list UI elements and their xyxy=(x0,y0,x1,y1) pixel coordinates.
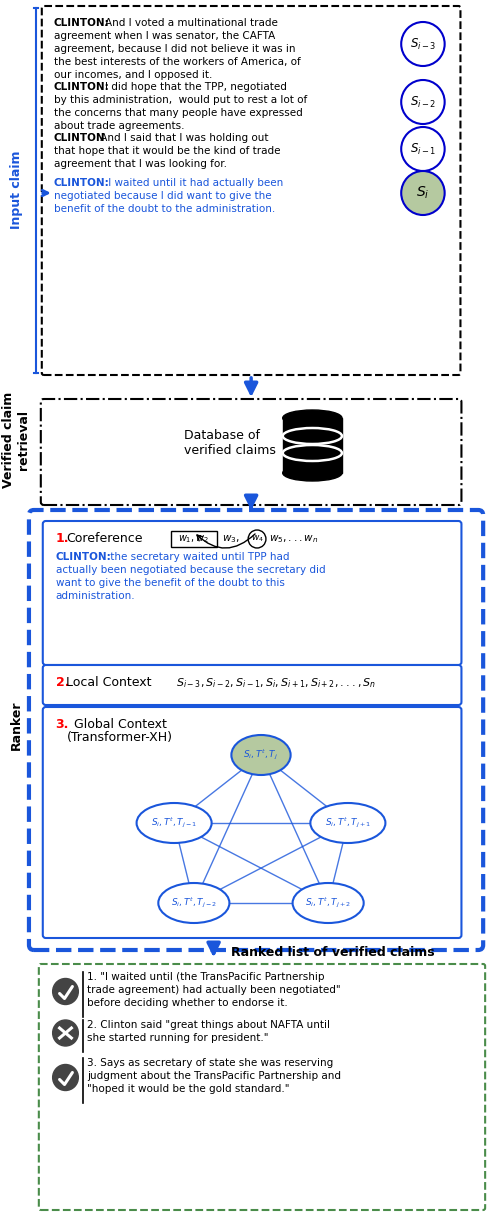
Text: negotiated because I did want to give the: negotiated because I did want to give th… xyxy=(54,192,271,201)
FancyBboxPatch shape xyxy=(41,399,461,505)
Text: before deciding whether to endorse it.: before deciding whether to endorse it. xyxy=(87,998,288,1008)
Text: Coreference: Coreference xyxy=(66,532,143,545)
Ellipse shape xyxy=(136,803,212,843)
FancyBboxPatch shape xyxy=(43,521,461,665)
Text: Input claim: Input claim xyxy=(9,151,23,229)
Circle shape xyxy=(53,1020,78,1046)
Ellipse shape xyxy=(283,465,342,481)
Ellipse shape xyxy=(231,734,291,775)
Text: agreement that I was looking for.: agreement that I was looking for. xyxy=(54,159,227,170)
Text: $S_{i-1}$: $S_{i-1}$ xyxy=(410,142,436,156)
FancyBboxPatch shape xyxy=(39,964,485,1210)
Bar xyxy=(283,418,342,473)
Text: actually been negotiated because the secretary did: actually been negotiated because the sec… xyxy=(56,565,325,575)
Text: the secretary waited until TPP had: the secretary waited until TPP had xyxy=(107,551,290,562)
Text: $w_4$: $w_4$ xyxy=(250,534,263,544)
Circle shape xyxy=(53,978,78,1004)
Text: CLINTON:: CLINTON: xyxy=(54,82,110,92)
Text: CLINTON: CLINTON xyxy=(54,133,105,143)
Ellipse shape xyxy=(310,803,385,843)
Text: agreement, because I did not believe it was in: agreement, because I did not believe it … xyxy=(54,44,295,54)
Text: benefit of the doubt to the administration.: benefit of the doubt to the administrati… xyxy=(54,204,275,213)
Text: she started running for president.": she started running for president." xyxy=(87,1033,269,1043)
Text: our incomes, and I opposed it.: our incomes, and I opposed it. xyxy=(54,70,212,81)
Text: 1.: 1. xyxy=(56,532,69,545)
Text: judgment about the TransPacific Partnership and: judgment about the TransPacific Partners… xyxy=(87,1071,341,1081)
Text: $S_i, T^t, T_{j-1}$: $S_i, T^t, T_{j-1}$ xyxy=(151,816,197,831)
Circle shape xyxy=(401,171,444,215)
Text: trade agreement) had actually been negotiated": trade agreement) had actually been negot… xyxy=(87,985,341,996)
Text: Verified claim
retrieval: Verified claim retrieval xyxy=(2,392,30,488)
Ellipse shape xyxy=(283,410,342,426)
Text: I did hope that the TPP, negotiated: I did hope that the TPP, negotiated xyxy=(105,82,287,92)
Text: "hoped it would be the gold standard.": "hoped it would be the gold standard." xyxy=(87,1085,290,1094)
Text: administration.: administration. xyxy=(56,590,135,601)
Text: 3.: 3. xyxy=(56,719,69,731)
Text: Local Context: Local Context xyxy=(66,676,152,689)
Text: 2. Clinton said "great things about NAFTA until: 2. Clinton said "great things about NAFT… xyxy=(87,1020,330,1030)
Text: the best interests of the workers of America, of: the best interests of the workers of Ame… xyxy=(54,57,301,67)
Text: $w_3,$: $w_3,$ xyxy=(222,533,239,545)
Text: Ranker: Ranker xyxy=(9,700,23,750)
Text: I waited until it had actually been: I waited until it had actually been xyxy=(105,178,283,188)
FancyBboxPatch shape xyxy=(42,6,460,375)
Text: And I voted a multinational trade: And I voted a multinational trade xyxy=(105,18,278,28)
Ellipse shape xyxy=(293,883,364,924)
Text: And I said that I was holding out: And I said that I was holding out xyxy=(97,133,269,143)
Text: (Transformer-XH): (Transformer-XH) xyxy=(66,731,173,744)
Text: $S_i, T^t, T_j$: $S_i, T^t, T_j$ xyxy=(244,748,279,762)
Circle shape xyxy=(53,1065,78,1091)
Text: 1. "I waited until (the TransPacific Partnership: 1. "I waited until (the TransPacific Par… xyxy=(87,972,325,982)
Text: that hope that it would be the kind of trade: that hope that it would be the kind of t… xyxy=(54,146,280,156)
Text: about trade agreements.: about trade agreements. xyxy=(54,121,184,131)
Text: Database of
verified claims: Database of verified claims xyxy=(184,429,276,458)
Text: $S_{i-3}$: $S_{i-3}$ xyxy=(410,37,436,51)
Text: $S_{i-3}, S_{i-2}, S_{i-1}, S_i, S_{i+1}, S_{i+2}, ..., S_n$: $S_{i-3}, S_{i-2}, S_{i-1}, S_i, S_{i+1}… xyxy=(176,676,376,689)
Text: by this administration,  would put to rest a lot of: by this administration, would put to res… xyxy=(54,95,307,105)
Text: Global Context: Global Context xyxy=(66,719,167,731)
Text: $w_5,...w_n$: $w_5,...w_n$ xyxy=(269,533,318,545)
Text: Ranked list of verified claims: Ranked list of verified claims xyxy=(231,947,435,959)
Text: $w_1, w_2$: $w_1, w_2$ xyxy=(178,533,209,545)
Text: $S_i, T^t, T_{j+2}$: $S_i, T^t, T_{j+2}$ xyxy=(305,895,351,910)
Text: $S_i, T^t, T_{j-2}$: $S_i, T^t, T_{j-2}$ xyxy=(171,895,217,910)
Text: $S_{i-2}$: $S_{i-2}$ xyxy=(410,94,436,110)
FancyBboxPatch shape xyxy=(43,665,461,705)
Text: want to give the benefit of the doubt to this: want to give the benefit of the doubt to… xyxy=(56,578,285,588)
Text: CLINTON:: CLINTON: xyxy=(54,178,110,188)
Text: 2.: 2. xyxy=(56,676,69,689)
Text: agreement when I was senator, the CAFTA: agreement when I was senator, the CAFTA xyxy=(54,30,275,41)
Text: the concerns that many people have expressed: the concerns that many people have expre… xyxy=(54,109,303,118)
Text: CLINTON:: CLINTON: xyxy=(56,551,112,562)
FancyBboxPatch shape xyxy=(29,510,483,950)
Text: $S_i, T^t, T_{j+1}$: $S_i, T^t, T_{j+1}$ xyxy=(325,816,371,831)
FancyBboxPatch shape xyxy=(171,531,217,547)
Ellipse shape xyxy=(158,883,230,924)
Text: $S_i$: $S_i$ xyxy=(416,184,430,201)
Text: CLINTON:: CLINTON: xyxy=(54,18,110,28)
Text: 3. Says as secretary of state she was reserving: 3. Says as secretary of state she was re… xyxy=(87,1058,333,1068)
FancyBboxPatch shape xyxy=(43,708,461,938)
